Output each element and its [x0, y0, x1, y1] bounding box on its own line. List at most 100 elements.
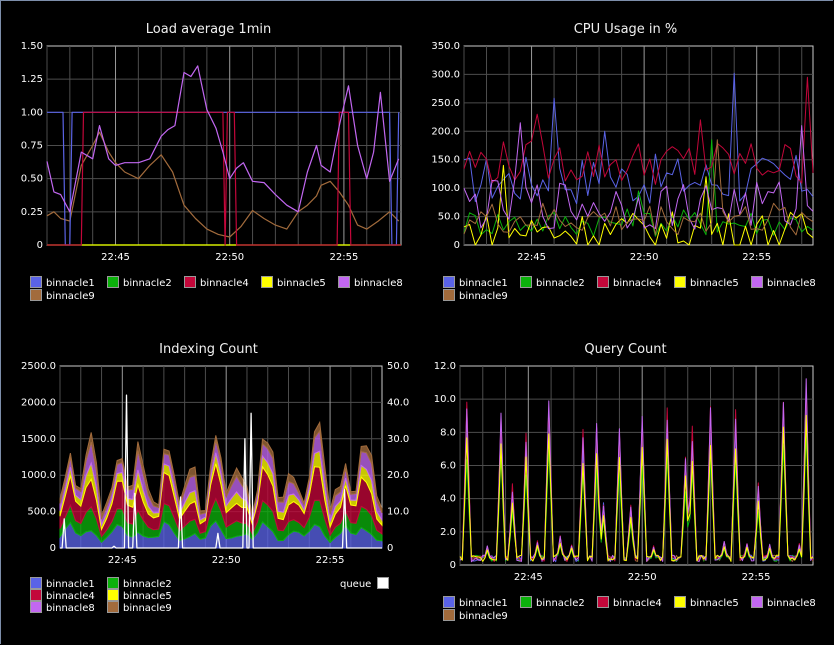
legend-swatch: [674, 276, 686, 288]
y-tick-label: 500.0: [27, 507, 56, 518]
legend-label: binnacle1: [46, 278, 95, 289]
legend-swatch: [443, 596, 455, 608]
legend-item-binnacle8: binnacle8: [338, 276, 403, 289]
legend-swatch: [520, 596, 532, 608]
series-line-queue: [60, 394, 382, 549]
legend-item-binnacle2: binnacle2: [107, 276, 172, 289]
legend-item-binnacle5: binnacle5: [674, 596, 739, 609]
legend-item-binnacle9: binnacle9: [443, 289, 508, 302]
legend-swatch: [107, 589, 119, 601]
chart-cpu-usage: CPU Usage in % 350.0 300.0 250.0 200.0 150.0…: [417, 0, 834, 320]
y-tick-label: 0: [50, 543, 56, 554]
y-tick-label: 150.0: [431, 155, 460, 166]
legend-swatch: [443, 609, 455, 621]
legend-swatch: [107, 601, 119, 613]
legend-swatch: [443, 289, 455, 301]
chart-indexing-count: Indexing Count 2500.0 2000.0 1500.0 1000.0 5…: [0, 320, 417, 645]
legend-label: binnacle9: [459, 291, 508, 302]
legend-item-binnacle1: binnacle1: [30, 577, 95, 590]
legend-label: binnacle8: [767, 598, 816, 609]
y2-tick-label: 30.0: [387, 434, 409, 445]
legend-swatch: [751, 596, 763, 608]
legend-swatch: [443, 276, 455, 288]
legend-label: binnacle2: [123, 278, 172, 289]
series-line-binnacle9: [463, 139, 814, 236]
legend-label: binnacle5: [690, 278, 739, 289]
legend-swatch: [597, 276, 609, 288]
chart-title: CPU Usage in %: [573, 22, 678, 37]
legend-label: binnacle1: [459, 598, 508, 609]
series-line-binnacle5: [459, 414, 814, 562]
legend-item-binnacle2: binnacle2: [520, 276, 585, 289]
legend-label: binnacle8: [354, 278, 403, 289]
legend-label: binnacle4: [46, 591, 95, 602]
y-tick-label: 0: [37, 240, 43, 251]
x-tick-label: 22:45: [101, 252, 130, 263]
legend-swatch: [751, 276, 763, 288]
chart-plot-cpu: 350.0 300.0 250.0 200.0 150.0 100.0 50.0 0 22:45…: [431, 41, 814, 263]
legend-item-binnacle1: binnacle1: [443, 276, 508, 289]
legend-item-binnacle5: binnacle5: [107, 589, 172, 602]
legend-swatch: [338, 276, 350, 288]
series-line-binnacle4: [463, 76, 814, 185]
x-tick-label: 22:55: [742, 252, 771, 263]
x-tick-label: 22:45: [514, 572, 543, 583]
y-tick-label: 50.0: [438, 212, 460, 223]
legend-swatch: [377, 577, 390, 589]
y-tick-label: 4.0: [440, 494, 456, 505]
y2-tick-label: 40.0: [387, 397, 409, 408]
stack-area-binnacle9: [59, 420, 383, 520]
y2-tick-label: 0: [387, 543, 393, 554]
legend-swatch: [30, 589, 42, 601]
series-line-binnacle9: [46, 131, 400, 238]
y-tick-label: 0: [454, 240, 460, 251]
legend-item-binnacle8: binnacle8: [751, 276, 816, 289]
legend-label: binnacle5: [277, 278, 326, 289]
y-tick-label: 100.0: [431, 183, 460, 194]
y2-tick-label: 50.0: [387, 361, 409, 372]
y-tick-label: 300.0: [431, 69, 460, 80]
chart-plot-load: 1.50 1.25 1.00 0.75 0.50 0.25 0 22:45 22:50 22:55: [21, 41, 402, 263]
y-tick-label: 6.0: [440, 461, 456, 472]
x-tick-label: 22:50: [628, 572, 657, 583]
legend-label: binnacle1: [459, 278, 508, 289]
y2-tick-label: 10.0: [387, 507, 409, 518]
series-line-binnacle1: [463, 72, 814, 205]
y-tick-label: 1500.0: [21, 434, 56, 445]
y-tick-label: 350.0: [431, 41, 460, 52]
legend-label: binnacle9: [123, 603, 172, 614]
chart-legend: binnacle1 binnacle2 binnacle4 binnacle5 binn…: [443, 276, 833, 306]
legend-label: binnacle9: [46, 291, 95, 302]
chart-legend: binnacle1 binnacle2 binnacle4 binnacle5 binn…: [30, 577, 410, 617]
y-tick-label: 0.50: [21, 174, 43, 185]
x-tick-label: 22:55: [316, 555, 345, 566]
legend-swatch: [30, 276, 42, 288]
legend-item-binnacle5: binnacle5: [261, 276, 326, 289]
series-line-binnacle5: [463, 164, 814, 246]
x-tick-label: 22:55: [329, 252, 358, 263]
x-tick-label: 22:55: [742, 572, 771, 583]
y-tick-label: 1.00: [21, 107, 43, 118]
legend-item-binnacle4: binnacle4: [597, 276, 662, 289]
y2-tick-label: 20.0: [387, 470, 409, 481]
x-tick-label: 22:45: [517, 252, 546, 263]
legend-item-binnacle2: binnacle2: [520, 596, 585, 609]
legend-label: binnacle8: [46, 603, 95, 614]
legend-label: binnacle2: [536, 278, 585, 289]
legend-swatch: [107, 276, 119, 288]
y-tick-label: 0: [450, 560, 456, 571]
y-tick-label: 0.75: [21, 141, 43, 152]
y-tick-label: 1.25: [21, 74, 43, 85]
y-tick-label: 8.0: [440, 427, 456, 438]
x-tick-label: 22:45: [108, 555, 137, 566]
y-tick-label: 12.0: [434, 361, 456, 372]
y-tick-label: 0.25: [21, 207, 43, 218]
series-line-binnacle8: [46, 65, 400, 213]
series-line-binnacle4: [47, 111, 401, 246]
x-tick-label: 22:50: [630, 252, 659, 263]
chart-plot-query: 12.0 10.0 8.0 6.0 4.0 2.0 0 22:45 22:50 22:55: [434, 361, 814, 583]
legend-label: binnacle2: [536, 598, 585, 609]
y-tick-label: 1000.0: [21, 470, 56, 481]
chart-title: Indexing Count: [159, 342, 258, 357]
